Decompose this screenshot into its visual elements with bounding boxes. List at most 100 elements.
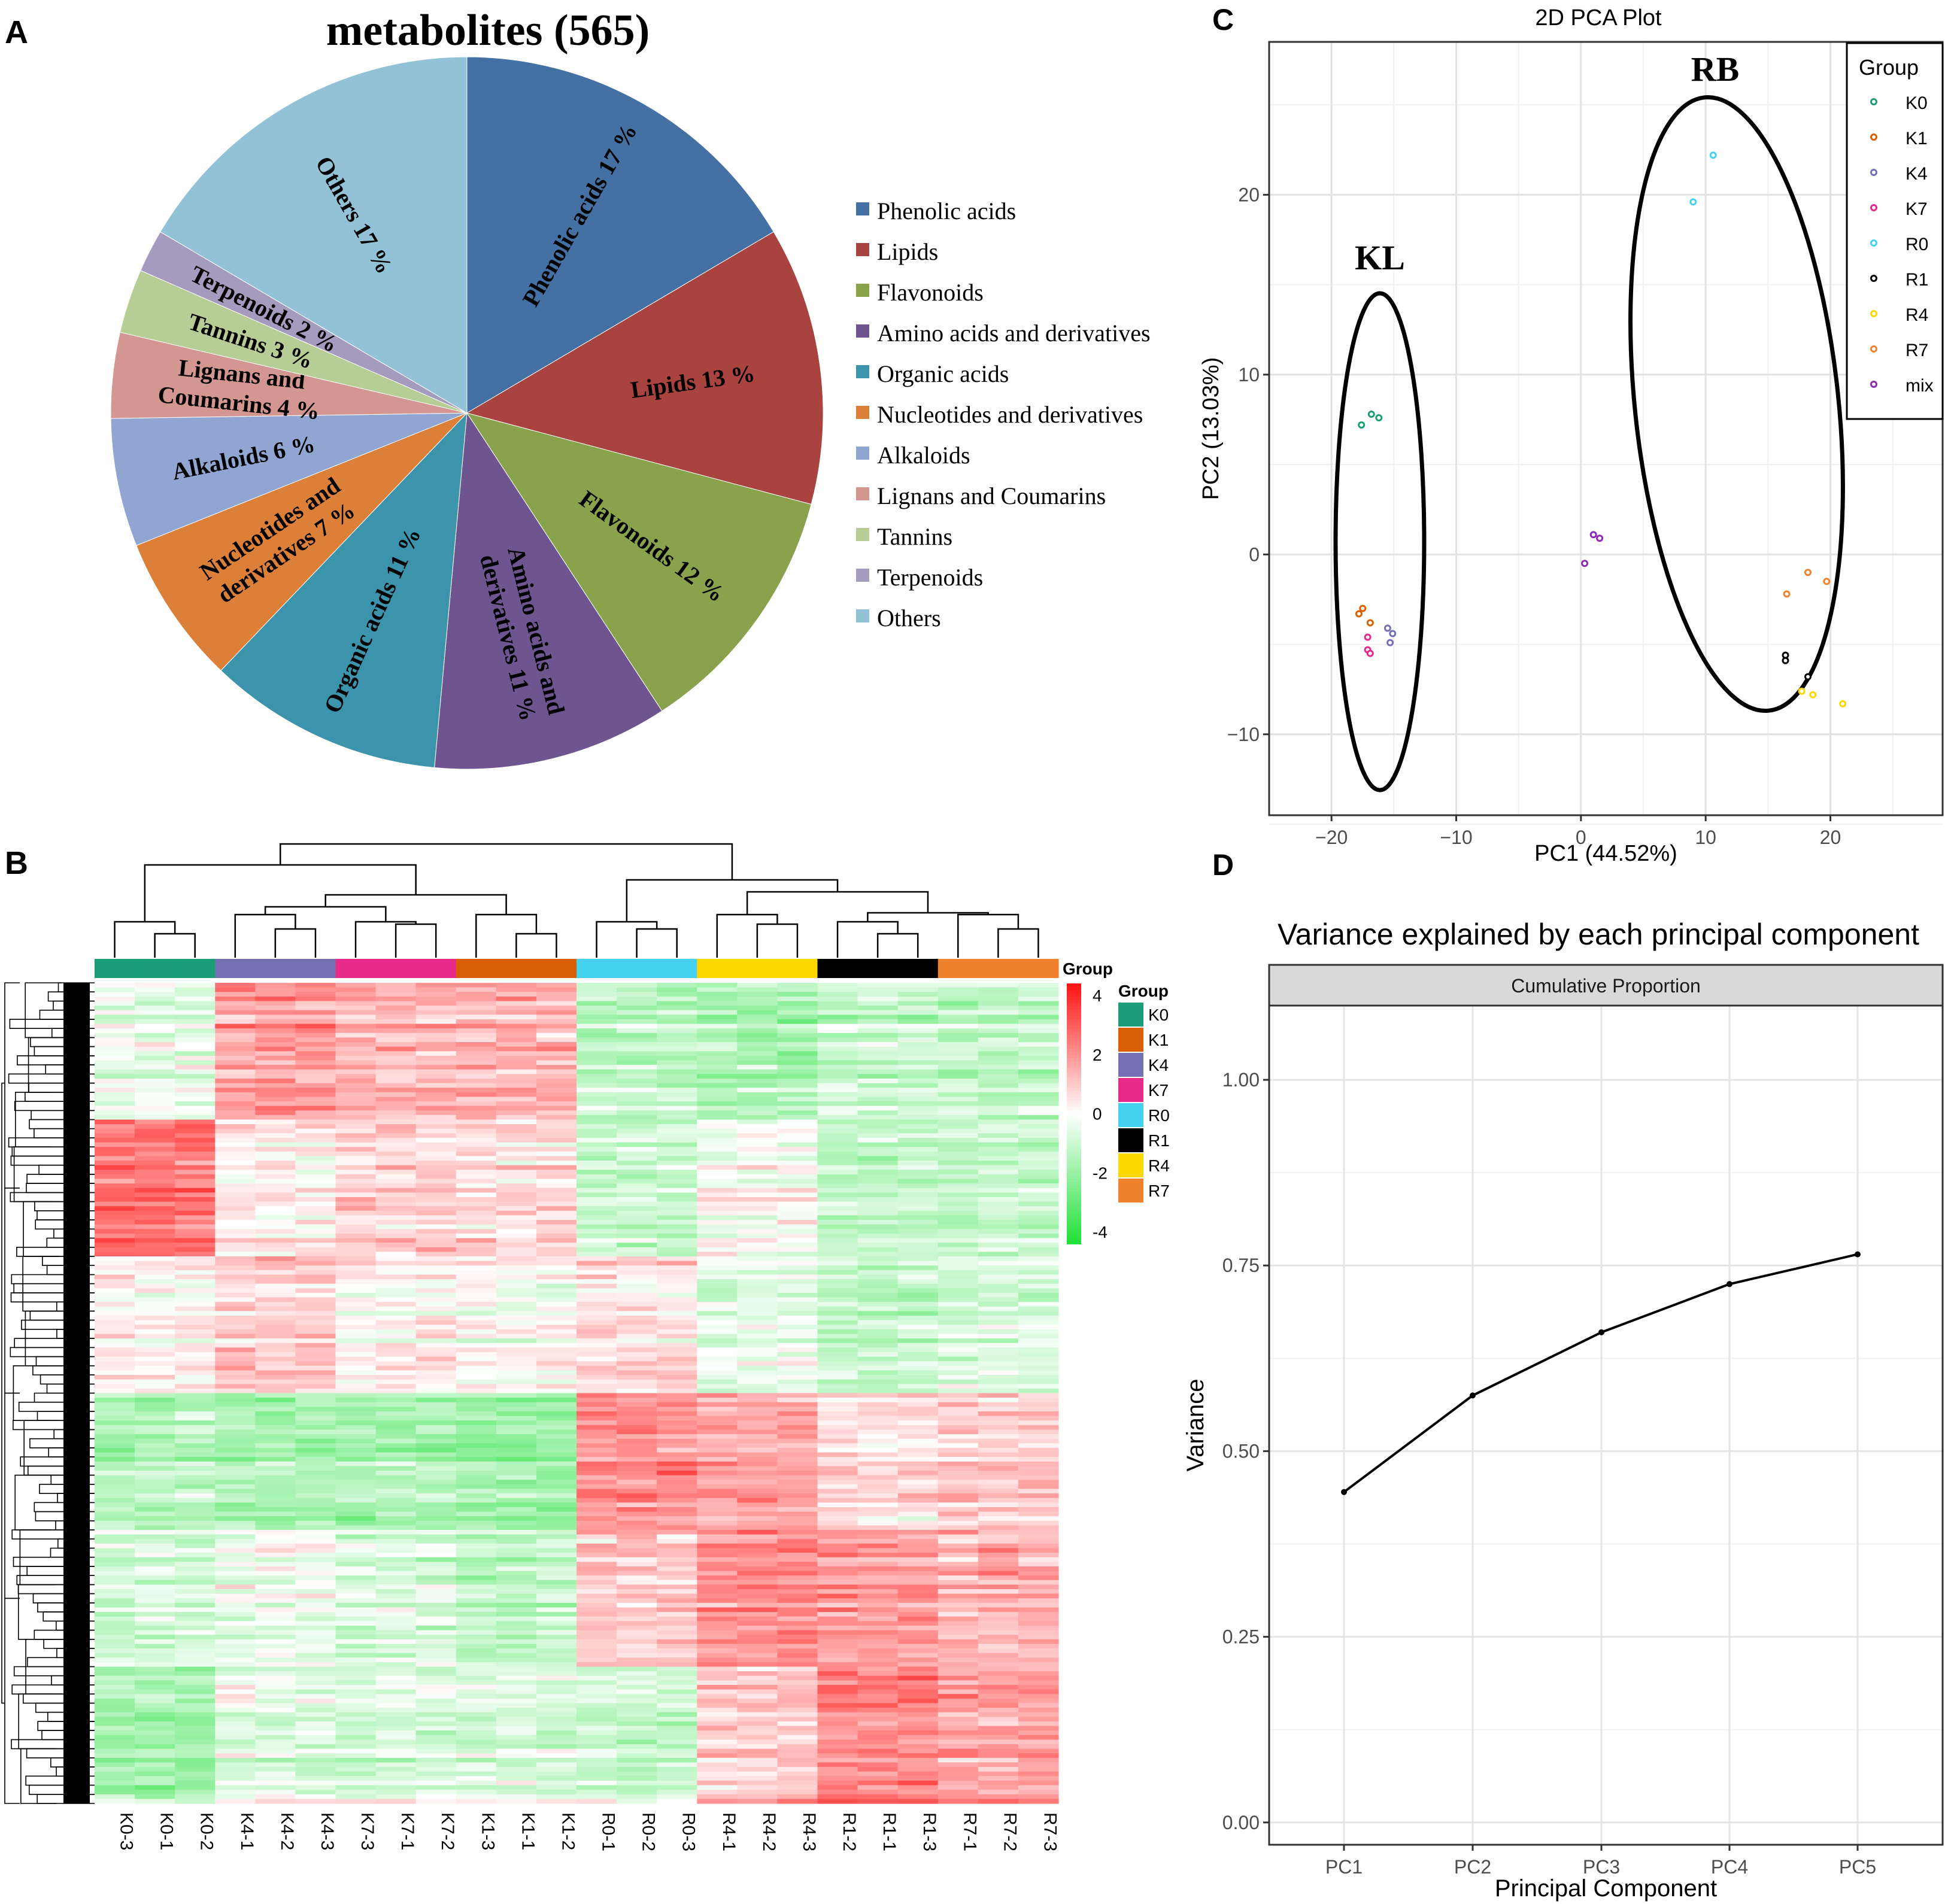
heatmap-cell — [1018, 1083, 1059, 1088]
heatmap-cell — [937, 1343, 979, 1348]
heatmap-cell — [817, 1602, 858, 1608]
heatmap-cell — [375, 1452, 417, 1457]
heatmap-cell — [135, 1206, 175, 1211]
heatmap-cell — [777, 1133, 818, 1138]
heatmap-cell — [617, 1553, 657, 1558]
heatmap-cell — [1018, 1790, 1059, 1795]
heatmap-cell — [857, 1780, 899, 1786]
heatmap-cell — [135, 1616, 175, 1621]
heatmap-cell — [737, 1530, 778, 1535]
heatmap-cell — [1018, 1575, 1059, 1581]
heatmap-cell — [737, 1334, 778, 1339]
heatmap-cell — [335, 1252, 377, 1257]
variance-x-axis-label: Principal Component — [1495, 1875, 1717, 1902]
heatmap-cell — [978, 1543, 1019, 1549]
heatmap-cell — [175, 1229, 216, 1234]
heatmap-cell — [135, 1694, 175, 1699]
heatmap-cell — [215, 1684, 256, 1690]
color-scale-step — [1067, 1172, 1081, 1176]
heatmap-cell — [255, 1174, 296, 1180]
heatmap-cell — [415, 1753, 457, 1759]
heatmap-cell — [255, 987, 296, 992]
heatmap-cell — [456, 992, 497, 997]
heatmap-cell — [978, 1602, 1019, 1608]
heatmap-cell — [456, 1106, 497, 1111]
heatmap-cell — [295, 1019, 336, 1025]
heatmap-cell — [617, 1197, 657, 1202]
heatmap-cell — [657, 1748, 697, 1754]
heatmap-cell — [536, 1530, 577, 1535]
heatmap-cell — [496, 1461, 537, 1466]
heatmap-cell — [897, 1502, 939, 1508]
heatmap-cell — [536, 1156, 577, 1161]
heatmap-cell — [255, 1698, 296, 1704]
heatmap-cell — [215, 1443, 256, 1449]
heatmap-cell — [536, 1161, 577, 1166]
heatmap-cell — [617, 1498, 657, 1503]
heatmap-cell — [135, 1024, 175, 1029]
heatmap-cell — [1018, 1297, 1059, 1302]
heatmap-cell — [415, 1115, 457, 1120]
heatmap-cell — [857, 1015, 899, 1020]
heatmap-cell — [415, 1717, 457, 1722]
heatmap-cell — [255, 1265, 296, 1271]
pca-point-R0 — [1689, 198, 1697, 206]
heatmap-cell — [95, 1584, 135, 1590]
heatmap-cell — [978, 1347, 1019, 1353]
heatmap-cell — [978, 1024, 1019, 1029]
heatmap-cell — [857, 1365, 899, 1371]
heatmap-cell — [415, 1083, 457, 1088]
heatmap-cell — [857, 1429, 899, 1435]
heatmap-cell — [95, 1726, 135, 1731]
heatmap-cell — [375, 1001, 417, 1006]
heatmap-cell — [576, 1015, 617, 1020]
heatmap-cell — [1018, 1420, 1059, 1426]
heatmap-cell — [496, 1302, 537, 1307]
heatmap-cell — [1018, 1069, 1059, 1074]
heatmap-cell — [777, 1662, 818, 1668]
heatmap-cell — [937, 1115, 979, 1120]
color-scale-step — [1067, 1012, 1081, 1017]
heatmap-cell — [897, 1110, 939, 1116]
heatmap-cell — [375, 1361, 417, 1366]
heatmap-cell — [657, 1179, 697, 1184]
heatmap-cell — [897, 987, 939, 992]
heatmap-cell — [456, 1352, 497, 1358]
heatmap-cell — [536, 1197, 577, 1202]
heatmap-cell — [737, 1161, 778, 1166]
heatmap-cell — [857, 1252, 899, 1257]
color-scale-step — [1067, 1100, 1081, 1105]
heatmap-cell — [295, 1480, 336, 1485]
heatmap-cell — [697, 1438, 738, 1444]
heatmap-cell — [897, 1006, 939, 1011]
heatmap-cell — [737, 1124, 778, 1129]
heatmap-cell — [737, 1147, 778, 1152]
heatmap-cell — [456, 1666, 497, 1672]
heatmap-cell — [817, 1708, 858, 1713]
heatmap-cell — [777, 1498, 818, 1503]
heatmap-cell — [415, 1785, 457, 1790]
heatmap-cell — [135, 1097, 175, 1102]
heatmap-cell — [175, 1666, 216, 1672]
heatmap-cell — [496, 1520, 537, 1526]
heatmap-cell — [415, 1520, 457, 1526]
heatmap-cell — [456, 1767, 497, 1772]
heatmap-cell — [817, 1666, 858, 1672]
heatmap-cell — [737, 1571, 778, 1576]
heatmap-cell — [335, 1238, 377, 1243]
heatmap-cell — [697, 1434, 738, 1440]
heatmap-cell — [817, 1598, 858, 1604]
heatmap-cell — [496, 1393, 537, 1398]
heatmap-cell — [95, 1375, 135, 1380]
heatmap-cell — [978, 1457, 1019, 1462]
heatmap-cell — [375, 1593, 417, 1599]
heatmap-cell — [617, 1785, 657, 1790]
heatmap-cell — [657, 1015, 697, 1020]
heatmap-cell — [95, 1630, 135, 1635]
heatmap-cell — [456, 1753, 497, 1759]
heatmap-cell — [335, 1060, 377, 1065]
heatmap-cell — [817, 1297, 858, 1302]
heatmap-cell — [536, 1480, 577, 1485]
heatmap-cell — [496, 1721, 537, 1727]
heatmap-cell — [937, 1726, 979, 1731]
